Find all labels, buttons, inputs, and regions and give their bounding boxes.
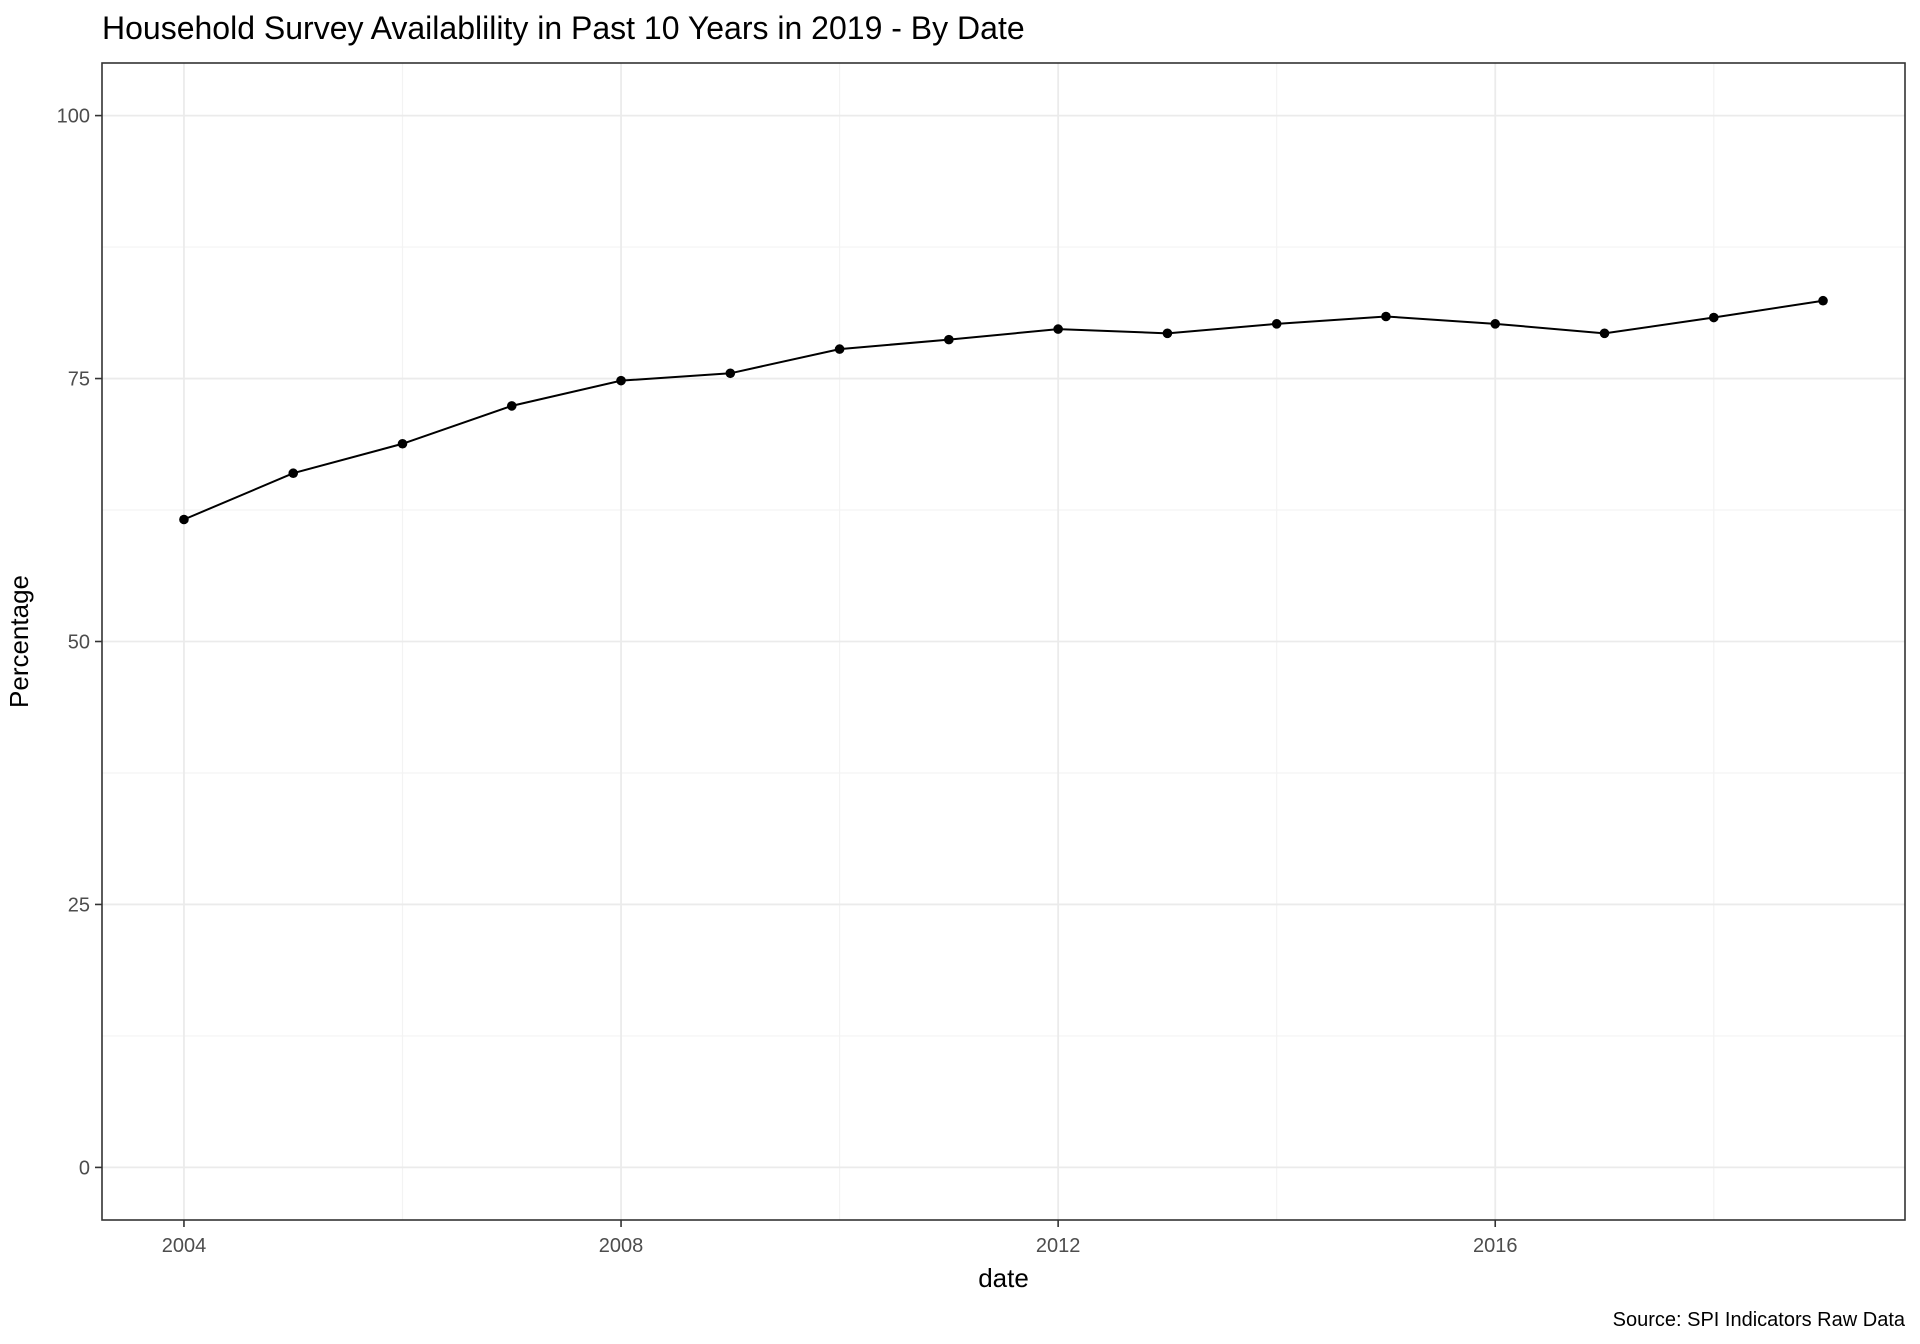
data-point — [1818, 295, 1828, 306]
data-point — [1162, 328, 1173, 339]
data-point — [397, 438, 408, 449]
y-tick-label: 100 — [57, 106, 90, 128]
source-caption: Source: SPI Indicators Raw Data — [1613, 1309, 1906, 1331]
data-point — [1599, 328, 1610, 339]
series-line — [183, 299, 1824, 521]
data-point — [1381, 311, 1391, 322]
x-tick-label: 2004 — [162, 1235, 207, 1257]
x-tick-label: 2012 — [1036, 1235, 1081, 1257]
x-axis-label: date — [978, 1263, 1029, 1293]
y-tick-label: 25 — [68, 894, 90, 916]
data-point — [1053, 324, 1063, 334]
data-point — [1490, 319, 1501, 329]
y-tick-label: 50 — [68, 632, 90, 654]
data-point — [288, 468, 299, 479]
x-tick-label: 2016 — [1473, 1235, 1518, 1257]
data-point — [1708, 312, 1719, 323]
x-tick-label: 2008 — [599, 1235, 644, 1257]
grid — [102, 63, 1905, 1220]
data-point — [179, 514, 189, 525]
data-point — [725, 368, 736, 379]
chart-title: Household Survey Availablility in Past 1… — [102, 10, 1025, 46]
data-point — [616, 375, 626, 386]
data-series — [179, 295, 1828, 525]
data-point — [944, 334, 954, 345]
y-tick-label: 75 — [68, 369, 90, 391]
axes: 2004 2008 2012 2016 0 25 50 75 100 — [57, 106, 1518, 1257]
y-tick-label: 0 — [79, 1157, 90, 1179]
data-point — [1271, 319, 1282, 329]
data-point — [506, 401, 517, 411]
data-point — [834, 344, 845, 354]
y-axis-label: Percentage — [4, 575, 34, 708]
